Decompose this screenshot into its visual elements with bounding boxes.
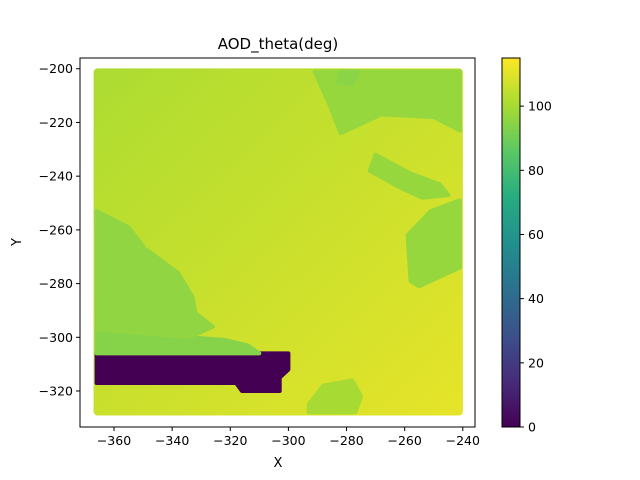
y-tick-label: −200 (39, 61, 73, 76)
colorbar-tick-label: 20 (528, 355, 544, 370)
heatmap-region-8 (335, 69, 361, 87)
heatmap-region-5 (312, 69, 462, 136)
x-tick-label: −340 (155, 433, 189, 448)
chart-title: AOD_theta(deg) (218, 35, 339, 54)
plot-frame (79, 57, 476, 428)
colorbar-tick-label: 100 (528, 99, 552, 114)
x-tick-label: −320 (213, 433, 247, 448)
y-tick-label: −260 (39, 222, 73, 237)
x-tick-label: −360 (97, 433, 131, 448)
x-axis-label: X (274, 456, 283, 471)
y-tick-label: −280 (39, 276, 73, 291)
x-tick-label: −240 (446, 433, 480, 448)
colorbar-tick-label: 40 (528, 291, 544, 306)
colorbar-tick-label: 0 (528, 420, 536, 435)
y-tick-label: −240 (39, 169, 73, 184)
heatmap-field (93, 68, 463, 416)
heatmap-region-7 (367, 152, 451, 200)
colorbar-axis: 0 20 40 60 80 100 (520, 99, 552, 435)
heatmap-region-6 (405, 198, 462, 289)
y-axis: −200 −220 −240 −260 −280 −300 −320 (39, 61, 80, 399)
x-tick-label: −280 (329, 433, 363, 448)
colorbar: 0 20 40 60 80 100 (501, 57, 552, 435)
y-tick-label: −220 (39, 115, 73, 130)
x-tick-label: −300 (271, 433, 305, 448)
colorbar-tick-label: 60 (528, 227, 544, 242)
y-tick-label: −320 (39, 384, 73, 399)
colorbar-tick-label: 80 (528, 163, 544, 178)
plot-area: −360 −340 −320 −300 −280 −260 −240 −200 −220 −24… (39, 57, 480, 448)
y-tick-label: −300 (39, 330, 73, 345)
x-axis: −360 −340 −320 −300 −280 −260 −240 (97, 427, 480, 448)
y-axis-label: Y (10, 238, 25, 247)
heatmap-region-4 (94, 209, 146, 248)
heatmap-region-1 (94, 351, 291, 393)
x-tick-label: −260 (387, 433, 421, 448)
colorbar-gradient (501, 57, 521, 428)
heatmap-region-9 (306, 378, 364, 415)
